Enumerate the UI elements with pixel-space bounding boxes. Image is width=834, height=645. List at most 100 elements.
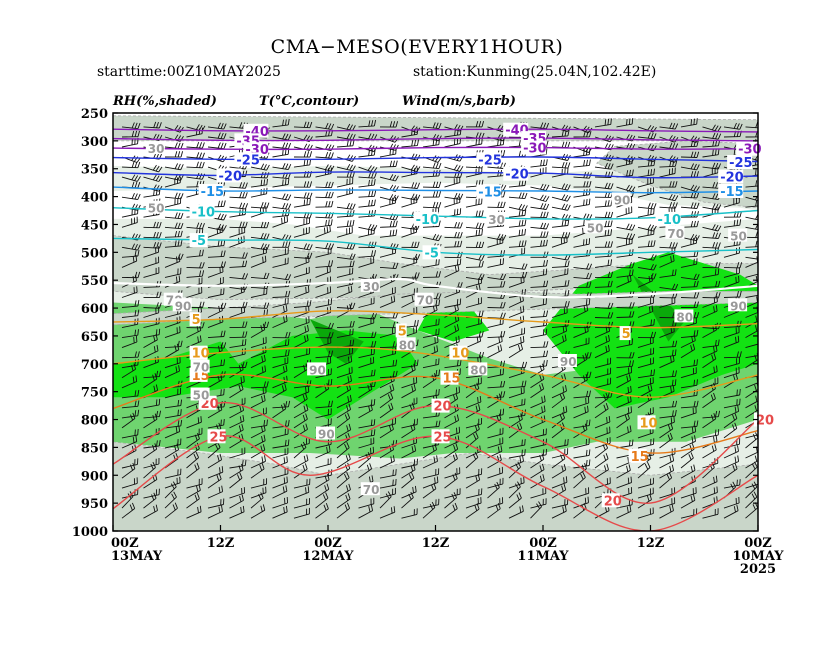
- wind-barb: [293, 252, 313, 259]
- wind-barb: [573, 272, 592, 280]
- wind-barb: [637, 477, 654, 489]
- wind-barb: [680, 292, 700, 299]
- temp-contour-label: 10: [640, 416, 658, 431]
- wind-barb: [293, 151, 313, 158]
- wind-barb: [358, 463, 373, 479]
- wind-barb: [422, 258, 440, 268]
- wind-barb: [551, 203, 571, 211]
- wind-barb: [164, 468, 182, 479]
- wind-barb: [229, 505, 245, 519]
- wind-barb: [465, 497, 482, 509]
- wind-barb: [616, 302, 635, 309]
- wind-barb: [680, 379, 698, 389]
- wind-barb: [143, 267, 160, 278]
- wind-barb: [594, 367, 612, 379]
- temp-label-bg: [189, 312, 201, 327]
- wind-barb: [293, 198, 311, 208]
- wind-barb: [164, 197, 182, 208]
- wind-barb: [229, 472, 243, 489]
- wind-barb: [444, 324, 460, 338]
- rh-label-bg: [172, 298, 192, 312]
- wind-barb: [637, 438, 655, 449]
- wind-barb: [594, 402, 609, 419]
- wind-barb: [272, 315, 288, 329]
- wind-barb: [508, 276, 525, 288]
- wind-barb: [121, 435, 138, 449]
- wind-barb: [121, 409, 140, 419]
- wind-barb: [508, 422, 523, 439]
- wind-barb: [401, 182, 420, 189]
- wind-barb: [637, 305, 654, 318]
- wind-barb: [659, 454, 675, 469]
- wind-barb: [379, 359, 398, 369]
- wind-barb: [723, 219, 742, 228]
- wind-barb: [551, 412, 566, 429]
- wind-barb: [272, 178, 290, 188]
- temp-contour-label: -30: [523, 142, 547, 157]
- wind-barb: [358, 404, 373, 419]
- wind-barb: [616, 261, 635, 269]
- wind-barb: [293, 121, 313, 129]
- wind-barb: [143, 504, 158, 519]
- temp-label-bg: [440, 370, 459, 385]
- wind-barb: [401, 253, 421, 261]
- wind-barb: [723, 463, 738, 479]
- wind-barb: [401, 458, 418, 469]
- wind-barb: [379, 469, 397, 479]
- wind-barb: [293, 441, 307, 459]
- temp-contour-label: 20: [604, 494, 622, 509]
- wind-barb: [143, 413, 158, 429]
- temp-contour-5: [113, 310, 758, 329]
- wind-barb: [530, 341, 549, 349]
- x-tick-label: 00Z: [314, 536, 342, 551]
- wind-barb: [336, 260, 355, 268]
- y-tick-label: 500: [81, 246, 108, 261]
- wind-barb: [143, 246, 160, 258]
- wind-barb: [702, 291, 721, 299]
- wind-barb: [551, 129, 570, 138]
- temp-contour-label: 25: [210, 430, 228, 445]
- wind-barb: [594, 229, 613, 238]
- chart-title: CMA−MESO(EVERY1HOUR): [270, 36, 564, 58]
- wind-barb: [379, 148, 397, 158]
- wind-barb: [465, 254, 485, 261]
- wind-barb: [594, 377, 612, 389]
- wind-barb: [143, 256, 160, 268]
- wind-barb: [508, 209, 527, 218]
- wind-barb: [186, 270, 205, 278]
- wind-barb: [702, 261, 721, 269]
- wind-barb: [207, 304, 223, 318]
- wind-barb: [207, 265, 224, 278]
- wind-barb: [702, 365, 718, 379]
- wind-barb: [659, 464, 675, 479]
- wind-barb: [207, 473, 222, 489]
- wind-barb: [702, 345, 718, 359]
- wind-barb: [465, 228, 483, 238]
- wind-barb: [272, 505, 288, 519]
- wind-barb: [250, 455, 266, 469]
- wind-barb: [293, 478, 311, 489]
- wind-barb: [293, 385, 310, 399]
- wind-barb: [702, 242, 721, 249]
- wind-barb: [530, 463, 545, 479]
- temp-contour-label: 20: [756, 414, 774, 429]
- wind-barb: [465, 451, 479, 469]
- wind-barb: [121, 502, 136, 519]
- wind-barb: [680, 334, 696, 349]
- wind-barb: [143, 302, 162, 309]
- wind-barb: [616, 311, 635, 318]
- wind-barb: [358, 331, 377, 339]
- temp-contour-label: 5: [192, 313, 201, 328]
- rh-contour-label: 90: [175, 299, 192, 313]
- wind-barb: [573, 449, 591, 459]
- temp-contour-label: -15: [720, 185, 744, 200]
- wind-barb: [164, 239, 183, 248]
- wind-barb: [745, 394, 758, 409]
- rh-contour-label: 90: [560, 355, 577, 369]
- wind-barb: [466, 120, 485, 128]
- temp-contour-label: 5: [398, 324, 407, 339]
- x-tick-label: 00Z: [744, 536, 772, 551]
- wind-barb: [336, 403, 352, 419]
- wind-barb: [508, 192, 528, 200]
- wind-barb: [422, 420, 441, 429]
